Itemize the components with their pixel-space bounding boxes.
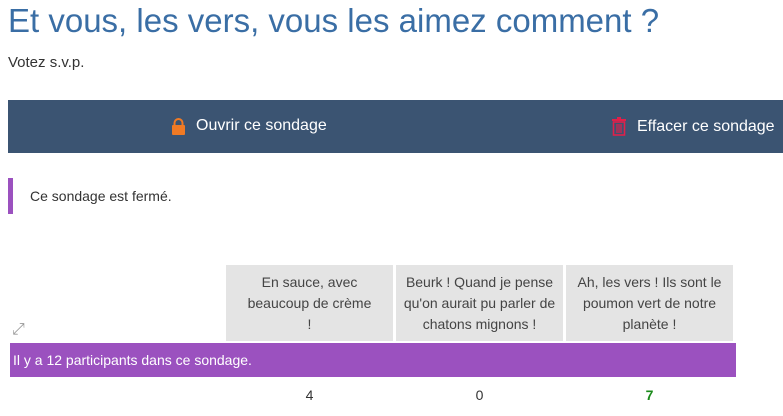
option-header: En sauce, avec beaucoup de crème ! xyxy=(226,265,393,341)
lock-icon xyxy=(172,117,185,135)
delete-poll-button[interactable]: Effacer ce sondage xyxy=(611,117,775,136)
trash-icon xyxy=(612,117,626,136)
poll-subtitle: Votez s.v.p. xyxy=(8,54,85,71)
option-header: Ah, les vers ! Ils sont le poumon vert d… xyxy=(566,265,733,341)
option-header: Beurk ! Quand je pense qu'on aurait pu p… xyxy=(396,265,563,341)
vote-count-winner: 7 xyxy=(645,387,654,403)
option-label: En sauce, avec beaucoup de crème ! xyxy=(247,273,372,332)
expand-icon[interactable]: ⤢ xyxy=(12,321,25,338)
option-label: Ah, les vers ! Ils sont le poumon vert d… xyxy=(577,273,722,332)
poll-title: Et vous, les vers, vous les aimez commen… xyxy=(8,2,660,39)
open-poll-label: Ouvrir ce sondage xyxy=(196,117,327,134)
open-poll-button[interactable]: Ouvrir ce sondage xyxy=(171,117,327,135)
vote-count: 0 xyxy=(475,387,484,403)
participants-bar: Il y a 12 participants dans ce sondage. xyxy=(10,343,736,377)
poll-closed-notice: Ce sondage est fermé. xyxy=(8,178,172,214)
option-label: Beurk ! Quand je pense qu'on aurait pu p… xyxy=(403,273,556,332)
poll-toolbar: Ouvrir ce sondage Effacer ce sondage xyxy=(8,100,783,153)
delete-poll-label: Effacer ce sondage xyxy=(637,117,775,135)
vote-count: 4 xyxy=(305,387,314,403)
